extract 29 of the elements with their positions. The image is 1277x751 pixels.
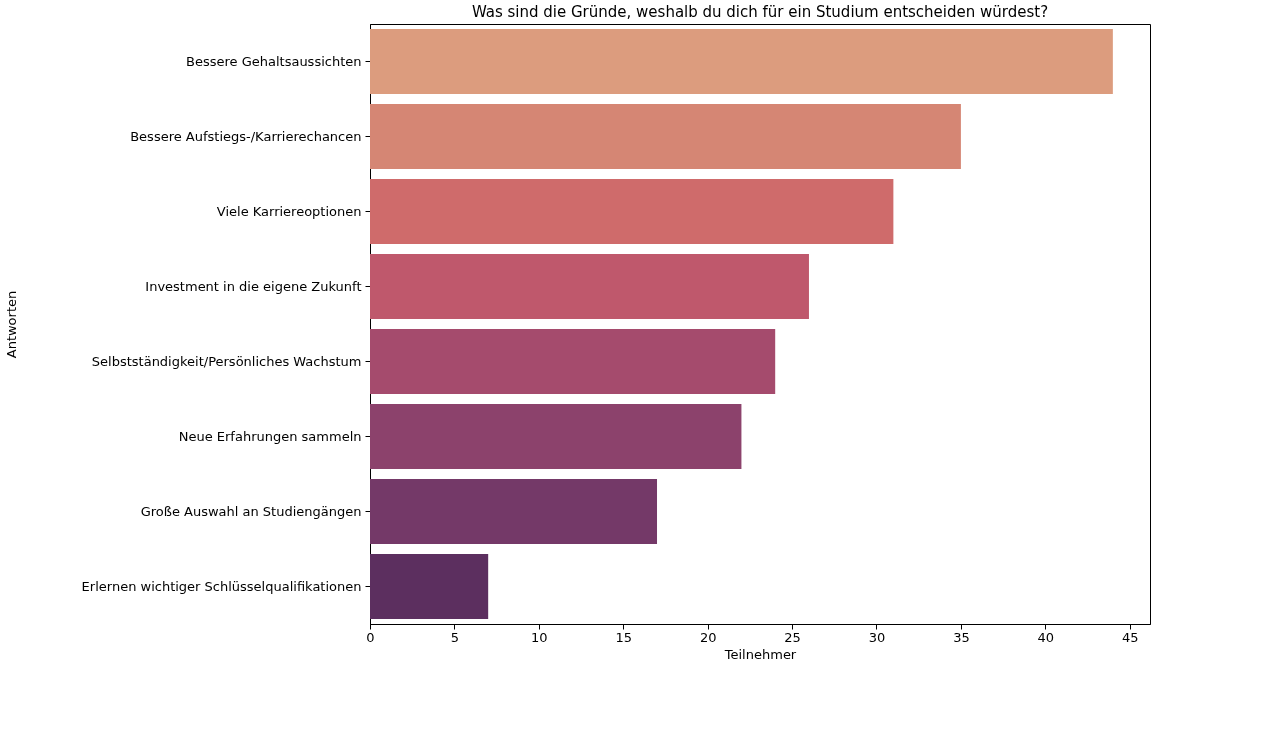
- y-tick-label: Selbstständigkeit/Persönliches Wachstum: [91, 353, 362, 369]
- bar: [370, 104, 961, 169]
- x-tick-label: 35: [953, 629, 970, 645]
- y-tick-label: Viele Karriereoptionen: [216, 203, 362, 219]
- y-tick-label: Neue Erfahrungen sammeln: [178, 428, 362, 444]
- bar: [370, 29, 1113, 94]
- x-tick-label: 20: [699, 629, 717, 645]
- bar: [370, 554, 489, 619]
- x-tick-label: 30: [868, 629, 886, 645]
- y-tick-label: Große Auswahl an Studiengängen: [140, 503, 362, 519]
- x-tick-label: 0: [366, 629, 375, 645]
- x-tick-label: 40: [1037, 629, 1055, 645]
- bar: [370, 254, 809, 319]
- bar: [370, 404, 742, 469]
- y-axis-title: Antworten: [3, 290, 19, 359]
- y-tick-label: Bessere Aufstiegs-/Karrierechancen: [130, 128, 362, 144]
- x-tick-label: 15: [615, 629, 633, 645]
- y-tick-label: Bessere Gehaltsaussichten: [186, 53, 362, 69]
- x-tick-label: 25: [784, 629, 801, 645]
- y-tick-label: Erlernen wichtiger Schlüsselqualifikationen: [81, 578, 362, 594]
- bar: [370, 179, 894, 244]
- x-tick-label: 45: [1121, 629, 1139, 645]
- x-tick-label: 10: [531, 629, 548, 645]
- chart-title: Was sind die Gründe, weshalb du dich für ein Studium entscheiden würdest?: [471, 3, 1049, 21]
- bar: [370, 329, 776, 394]
- x-tick-label: 5: [450, 629, 460, 645]
- x-axis-title: Teilnehmer: [723, 646, 797, 662]
- bar: [370, 479, 658, 544]
- y-tick-label: Investment in die eigene Zukunft: [145, 278, 362, 294]
